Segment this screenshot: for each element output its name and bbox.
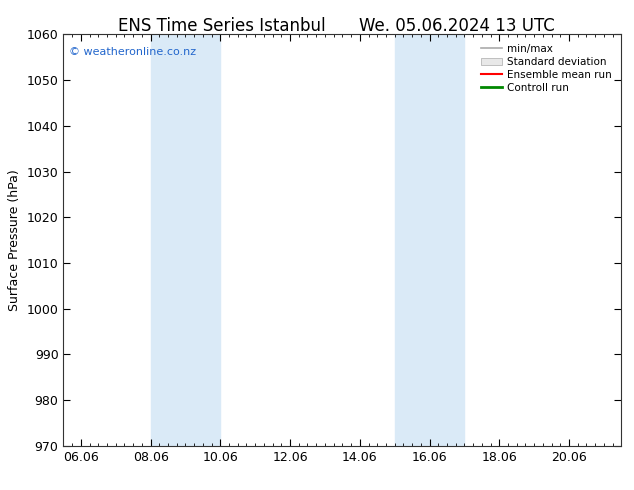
- Legend: min/max, Standard deviation, Ensemble mean run, Controll run: min/max, Standard deviation, Ensemble me…: [477, 40, 616, 97]
- Bar: [394, 34, 464, 446]
- Text: ENS Time Series Istanbul: ENS Time Series Istanbul: [118, 17, 326, 35]
- Text: We. 05.06.2024 13 UTC: We. 05.06.2024 13 UTC: [359, 17, 554, 35]
- Bar: [150, 34, 221, 446]
- Text: © weatheronline.co.nz: © weatheronline.co.nz: [69, 47, 196, 57]
- Y-axis label: Surface Pressure (hPa): Surface Pressure (hPa): [8, 169, 21, 311]
